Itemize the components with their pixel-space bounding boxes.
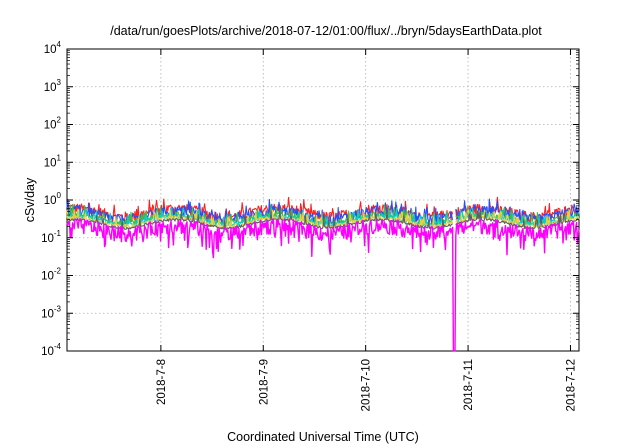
x-tick-label: 2018-7-10	[361, 359, 373, 411]
y-tick-label: 10-4	[41, 342, 61, 358]
x-tick-label: 2018-7-12	[565, 359, 577, 411]
x-axis: 2018-7-8 2018-7-9 2018-7-10 2018-7-11 2018-7…	[156, 49, 577, 411]
x-tick-label: 2018-7-8	[156, 359, 168, 405]
y-tick-label: 103	[44, 78, 62, 94]
y-tick-label: 101	[44, 153, 62, 169]
series-layer	[66, 196, 580, 352]
y-tick-label: 10-1	[41, 229, 61, 245]
y-tick-label: 104	[44, 40, 62, 56]
x-tick-label: 2018-7-9	[258, 359, 270, 405]
y-tick-label: 10-2	[41, 267, 61, 283]
x-tick-label: 2018-7-11	[463, 359, 475, 411]
x-axis-label: Coordinated Universal Time (UTC)	[227, 430, 419, 444]
series-line	[66, 218, 580, 352]
chart-title: /data/run/goesPlots/archive/2018-07-12/0…	[110, 24, 542, 38]
y-tick-label: 10-3	[41, 304, 61, 320]
y-tick-label: 102	[44, 116, 62, 132]
y-tick-label: 100	[44, 191, 62, 207]
series-line	[66, 210, 580, 230]
grid	[67, 49, 579, 351]
y-axis-label: cSv/day	[23, 177, 37, 222]
y-axis: 10-4 10-3 10-2 10-1 100 101 102 103 104	[41, 40, 579, 358]
